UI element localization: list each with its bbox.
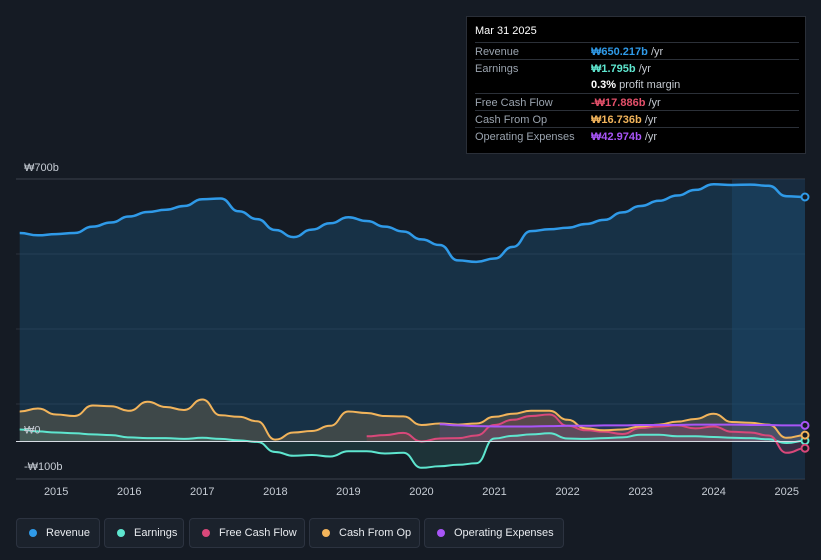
tooltip-row-revenue: Revenue ₩650.217b /yr [475,42,799,60]
free-cash-flow-end-marker [800,443,810,453]
legend-label: Revenue [46,527,91,539]
tooltip-value-text: ₩1.795b [591,63,636,75]
tooltip-value: -₩17.886b /yr [591,97,661,109]
y-tick-label: ₩700b [24,162,59,174]
x-tick-label: 2021 [482,486,506,498]
tooltip-panel: Mar 31 2025 Revenue ₩650.217b /yr Earnin… [466,16,806,154]
cash-from-op-line [19,398,806,441]
tooltip-unit: /yr [648,97,661,109]
gridlines [16,178,805,480]
x-tick-label: 2015 [44,486,68,498]
tooltip-row-cash-from-op: Cash From Op ₩16.736b /yr [475,110,799,128]
tooltip-value: ₩1.795b /yr [591,63,651,75]
x-tick-label: 2025 [774,486,798,498]
tooltip-row-free-cash-flow: Free Cash Flow -₩17.886b /yr [475,93,799,111]
tooltip-label: Revenue [475,46,520,58]
legend-dot-icon [202,529,210,537]
tooltip-label: Operating Expenses [475,131,575,143]
free-cash-flow-line [366,413,806,454]
forecast-band [731,179,805,479]
tooltip-value: 0.3% profit margin [591,79,680,91]
x-tick-label: 2016 [117,486,141,498]
legend-dot-icon [437,529,445,537]
tooltip-value: ₩42.974b /yr [591,131,657,143]
tooltip-unit: profit margin [619,79,681,91]
legend-dot-icon [117,529,125,537]
tooltip-date: Mar 31 2025 [475,25,537,37]
y-tick-label: ₩0 [24,425,41,437]
legend-label: Cash From Op [339,527,412,539]
tooltip-value: ₩16.736b /yr [591,114,657,126]
tooltip-unit: /yr [644,114,658,126]
x-axis-labels: 2015 2016 2017 2018 2019 2020 2021 2022 2023 2024… [44,486,799,498]
earnings-line [19,428,806,469]
legend-item-free-cash-flow[interactable]: Free Cash Flow [189,518,305,548]
x-tick-label: 2022 [555,486,579,498]
legend-item-cash-from-op[interactable]: Cash From Op [309,518,420,548]
legend-item-revenue[interactable]: Revenue [16,518,100,548]
legend-dot-icon [29,529,37,537]
tooltip-value-text: 0.3% [591,79,617,91]
tooltip-unit: /yr [638,63,651,75]
tooltip-value-text: ₩650.217b [591,46,648,58]
operating-expenses-end-marker [800,420,810,430]
revenue-line [19,183,806,264]
tooltip-label: Earnings [475,63,519,75]
legend-item-operating-expenses[interactable]: Operating Expenses [424,518,564,548]
x-tick-label: 2020 [409,486,433,498]
x-tick-label: 2018 [263,486,287,498]
legend-label: Free Cash Flow [219,527,297,539]
legend-label: Earnings [134,527,178,539]
tooltip-value-text: ₩42.974b [591,131,642,143]
tooltip-value-text: -₩17.886b [591,97,646,109]
y-tick-label: -₩100b [24,461,63,473]
tooltip-unit: /yr [650,46,664,58]
legend-dot-icon [322,529,330,537]
series-end-markers [800,192,810,453]
x-tick-label: 2019 [336,486,360,498]
tooltip-label: Cash From Op [475,114,548,126]
free-cash-flow-area [366,414,805,453]
tooltip-label: Free Cash Flow [475,97,553,109]
revenue-end-marker [800,192,810,202]
series-lines [19,183,806,469]
tooltip-value-text: ₩16.736b [591,114,642,126]
legend-item-earnings[interactable]: Earnings [104,518,184,548]
tooltip-row-operating-expenses: Operating Expenses ₩42.974b /yr [475,127,799,145]
x-tick-label: 2023 [628,486,652,498]
legend-label: Operating Expenses [454,527,554,539]
y-axis-labels: ₩700b ₩0 -₩100b [24,162,63,473]
tooltip-row-profit-margin: 0.3% profit margin [475,76,799,93]
x-tick-label: 2024 [701,486,725,498]
cash-from-op-end-marker [800,430,810,440]
tooltip-unit: /yr [644,131,658,143]
revenue-area [19,184,805,442]
x-tick-label: 2017 [190,486,214,498]
tooltip-value: ₩650.217b /yr [591,46,663,58]
tooltip-row-earnings: Earnings ₩1.795b /yr [475,59,799,77]
operating-expenses-line [439,423,805,428]
